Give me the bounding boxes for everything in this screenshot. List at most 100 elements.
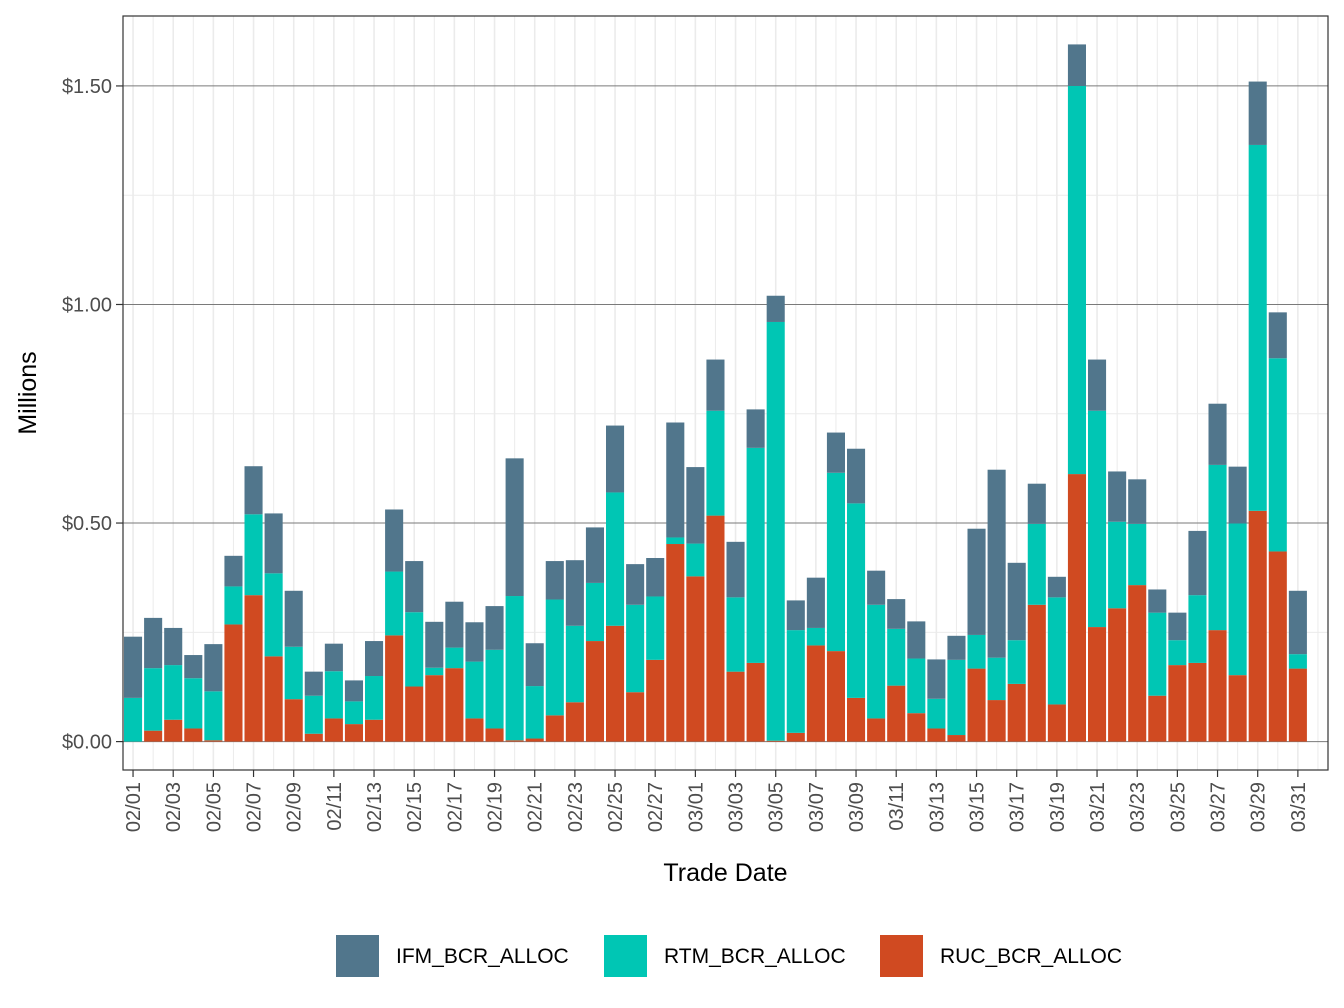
- bar-rtm-bcr-alloc: [1208, 464, 1227, 631]
- x-tick-label: 03/23: [1127, 782, 1149, 832]
- bar-rtm-bcr-alloc: [1027, 523, 1046, 605]
- bar-rtm-bcr-alloc: [1248, 144, 1267, 511]
- bar-rtm-bcr-alloc: [1108, 521, 1127, 609]
- bar-ruc-bcr-alloc: [646, 659, 665, 742]
- bar-ruc-bcr-alloc: [585, 641, 604, 742]
- legend: IFM_BCR_ALLOC RTM_BCR_ALLOC RUC_BCR_ALLOC: [336, 935, 1122, 977]
- bar-ruc-bcr-alloc: [525, 738, 544, 742]
- bar-rtm-bcr-alloc: [1288, 654, 1307, 669]
- bar-ruc-bcr-alloc: [445, 668, 464, 742]
- bar-ifm-bcr-alloc: [947, 635, 966, 660]
- bar-rtm-bcr-alloc: [847, 503, 866, 698]
- panel-border: [122, 15, 1329, 771]
- bars: [124, 44, 1307, 742]
- bar-rtm-bcr-alloc: [1228, 523, 1247, 676]
- bar-rtm-bcr-alloc: [344, 701, 363, 725]
- bar-ruc-bcr-alloc: [686, 576, 705, 742]
- bar-ruc-bcr-alloc: [806, 645, 825, 742]
- x-tick-label: 02/27: [645, 782, 667, 832]
- bar-ruc-bcr-alloc: [1248, 510, 1267, 742]
- bar-ruc-bcr-alloc: [405, 686, 424, 742]
- bar-rtm-bcr-alloc: [284, 646, 303, 700]
- x-tick-label: 03/03: [726, 782, 748, 832]
- bar-ifm-bcr-alloc: [365, 641, 384, 677]
- bar-rtm-bcr-alloc: [867, 604, 886, 719]
- bar-rtm-bcr-alloc: [385, 571, 404, 636]
- bar-ifm-bcr-alloc: [806, 577, 825, 628]
- bar-ifm-bcr-alloc: [1168, 612, 1187, 641]
- bar-rtm-bcr-alloc: [1067, 85, 1086, 475]
- bar-ifm-bcr-alloc: [726, 541, 745, 598]
- bar-ruc-bcr-alloc: [204, 740, 223, 742]
- bar-ruc-bcr-alloc: [264, 656, 283, 742]
- x-tick-label: 02/07: [244, 782, 266, 832]
- x-tick-label: 03/25: [1167, 782, 1189, 832]
- bar-ifm-bcr-alloc: [907, 621, 926, 659]
- bar-rtm-bcr-alloc: [626, 604, 645, 693]
- bar-ruc-bcr-alloc: [1067, 474, 1086, 742]
- bar-rtm-bcr-alloc: [786, 630, 805, 733]
- bar-ifm-bcr-alloc: [164, 627, 183, 666]
- bar-ifm-bcr-alloc: [525, 643, 544, 687]
- bar-ruc-bcr-alloc: [947, 735, 966, 742]
- bar-ruc-bcr-alloc: [184, 728, 203, 742]
- bar-ifm-bcr-alloc: [485, 606, 504, 650]
- bar-ruc-bcr-alloc: [847, 697, 866, 742]
- bar-ruc-bcr-alloc: [1208, 630, 1227, 742]
- bar-ruc-bcr-alloc: [284, 699, 303, 742]
- x-tick-label: 02/03: [163, 782, 185, 832]
- bar-ifm-bcr-alloc: [967, 528, 986, 635]
- bar-rtm-bcr-alloc: [184, 678, 203, 729]
- bar-ruc-bcr-alloc: [224, 624, 243, 742]
- bar-ifm-bcr-alloc: [1128, 479, 1147, 524]
- legend-label: RUC_BCR_ALLOC: [940, 945, 1122, 968]
- bar-ruc-bcr-alloc: [1168, 665, 1187, 742]
- bar-rtm-bcr-alloc: [405, 612, 424, 687]
- bar-rtm-bcr-alloc: [164, 665, 183, 720]
- x-axis-title: Trade Date: [663, 859, 787, 887]
- x-tick-label: 02/25: [605, 782, 627, 832]
- bar-ifm-bcr-alloc: [565, 560, 584, 626]
- bar-ifm-bcr-alloc: [1067, 44, 1086, 86]
- bar-ruc-bcr-alloc: [826, 651, 845, 742]
- x-tick-label: 03/01: [685, 782, 707, 832]
- bar-ifm-bcr-alloc: [1268, 312, 1287, 359]
- bar-rtm-bcr-alloc: [706, 410, 725, 516]
- bar-ifm-bcr-alloc: [847, 448, 866, 504]
- bar-ruc-bcr-alloc: [746, 662, 765, 742]
- bar-rtm-bcr-alloc: [525, 686, 544, 739]
- bar-ifm-bcr-alloc: [927, 659, 946, 699]
- bar-ifm-bcr-alloc: [385, 509, 404, 572]
- bar-ruc-bcr-alloc: [465, 718, 484, 742]
- x-tick-label: 02/17: [444, 782, 466, 832]
- bar-ifm-bcr-alloc: [867, 570, 886, 605]
- bar-ruc-bcr-alloc: [425, 675, 444, 742]
- bar-ruc-bcr-alloc: [565, 702, 584, 742]
- bar-rtm-bcr-alloc: [606, 492, 625, 626]
- x-tick-label: 03/31: [1288, 782, 1310, 832]
- x-tick-label: 02/11: [324, 782, 346, 831]
- x-tick-label: 03/27: [1208, 782, 1230, 832]
- bar-rtm-bcr-alloc: [1128, 523, 1147, 586]
- bar-ifm-bcr-alloc: [786, 600, 805, 631]
- bar-ruc-bcr-alloc: [867, 718, 886, 742]
- bar-ruc-bcr-alloc: [385, 635, 404, 742]
- bar-ifm-bcr-alloc: [1288, 590, 1307, 655]
- bar-ruc-bcr-alloc: [726, 671, 745, 742]
- x-tick-label: 03/29: [1248, 782, 1270, 832]
- bar-rtm-bcr-alloc: [646, 596, 665, 660]
- bar-ifm-bcr-alloc: [666, 422, 685, 538]
- bar-ifm-bcr-alloc: [1228, 466, 1247, 524]
- bar-ruc-bcr-alloc: [244, 595, 263, 742]
- bar-ifm-bcr-alloc: [264, 513, 283, 574]
- bar-ifm-bcr-alloc: [826, 432, 845, 473]
- bar-ruc-bcr-alloc: [144, 730, 163, 742]
- legend-swatch: [604, 935, 647, 977]
- bar-ruc-bcr-alloc: [505, 740, 524, 742]
- bar-rtm-bcr-alloc: [224, 586, 243, 625]
- bar-ruc-bcr-alloc: [927, 728, 946, 742]
- bar-ifm-bcr-alloc: [324, 643, 343, 672]
- bar-ifm-bcr-alloc: [124, 636, 143, 698]
- bar-ruc-bcr-alloc: [606, 625, 625, 742]
- y-axis-title: Millions: [14, 351, 42, 434]
